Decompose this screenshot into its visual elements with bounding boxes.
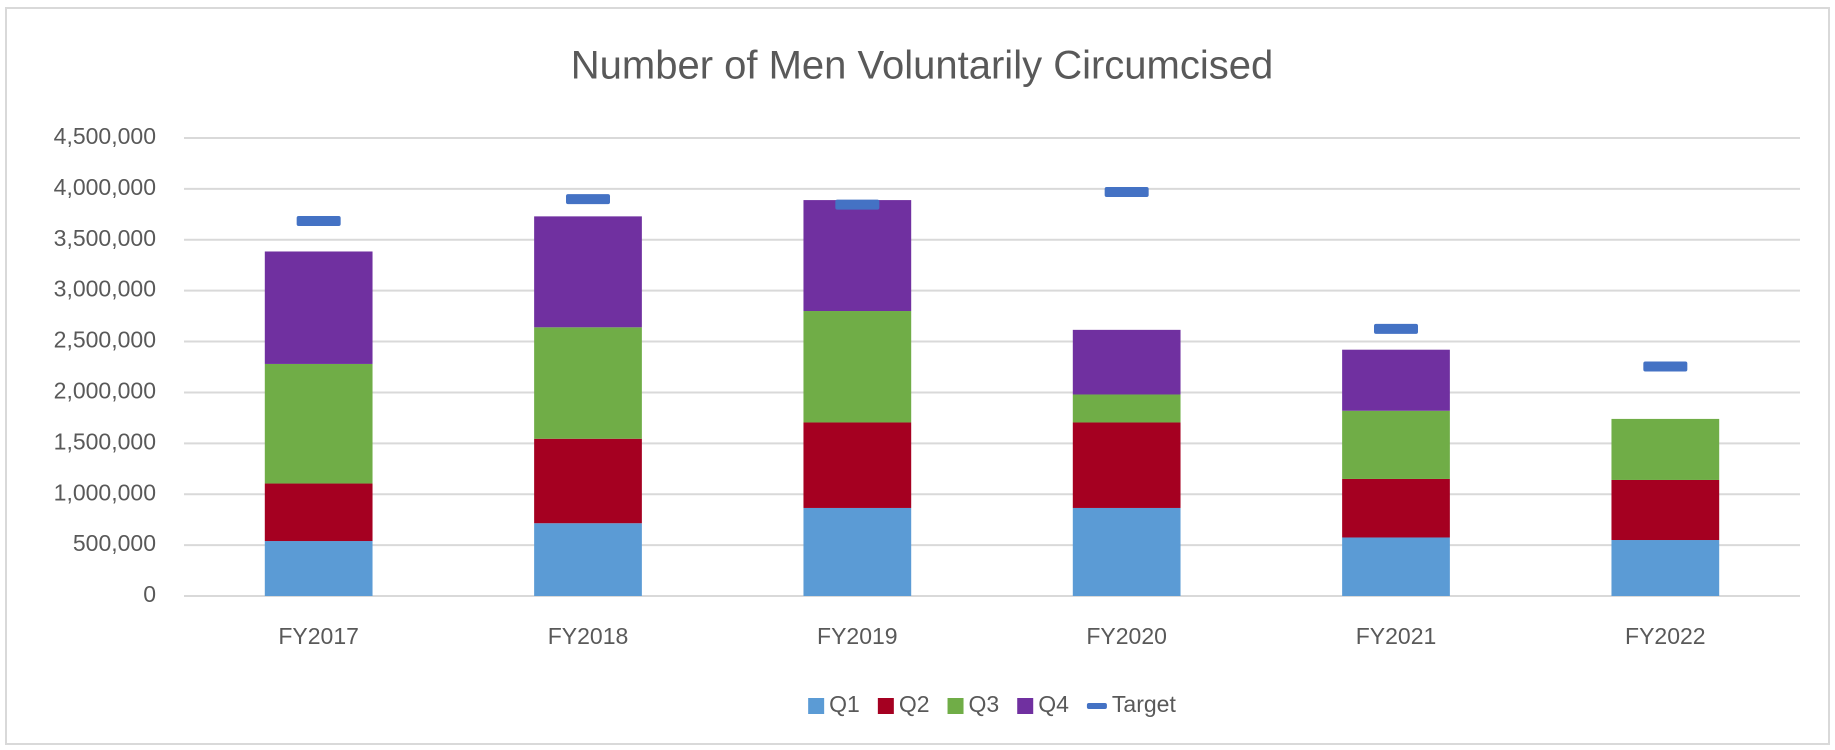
- bar-segment: [1611, 479, 1720, 541]
- bar-segment: [264, 483, 373, 542]
- x-tick-label: FY2017: [278, 623, 359, 649]
- x-tick-label: FY2020: [1086, 623, 1167, 649]
- bar-segment: [534, 438, 642, 524]
- chart-title: Number of Men Voluntarily Circumcised: [571, 44, 1273, 88]
- bar-segment: [1072, 422, 1181, 508]
- y-tick-label: 2,500,000: [54, 327, 156, 353]
- y-tick-label: 1,000,000: [54, 479, 156, 505]
- legend-item: Q4: [1017, 691, 1069, 717]
- bar-segment: [803, 311, 912, 423]
- y-tick-label: 4,500,000: [54, 123, 156, 149]
- bar-segment: [534, 523, 642, 596]
- target-marker: [1643, 361, 1688, 372]
- bar-segment: [803, 422, 912, 508]
- target-marker: [296, 215, 341, 226]
- x-tick-label: FY2018: [548, 623, 629, 649]
- bar-segment: [534, 327, 642, 439]
- y-tick-label: 4,000,000: [54, 174, 156, 200]
- target-marker: [1374, 323, 1418, 334]
- y-tick-label: 500,000: [73, 530, 156, 556]
- legend-item: Target: [1086, 691, 1177, 717]
- legend-swatch: [877, 698, 894, 714]
- legend-item: Q3: [947, 691, 1000, 717]
- bar-segment: [803, 200, 912, 312]
- y-tick-label: 1,500,000: [54, 428, 156, 454]
- y-tick-label: 3,500,000: [54, 225, 156, 251]
- target-marker: [1104, 186, 1149, 197]
- bar-segment: [1342, 537, 1450, 596]
- legend-swatch: [808, 698, 825, 714]
- bar-segment: [264, 363, 373, 484]
- legend-label: Q2: [899, 691, 930, 717]
- y-tick-label: 0: [143, 581, 156, 607]
- legend-label: Q1: [829, 691, 860, 717]
- bar-segment: [1611, 418, 1720, 480]
- x-tick-label: FY2021: [1356, 623, 1437, 649]
- x-tick-label: FY2022: [1625, 623, 1706, 649]
- legend-label: Q4: [1038, 691, 1069, 717]
- bar-segment: [1342, 478, 1450, 538]
- bar-segment: [1072, 329, 1181, 395]
- x-tick-label: FY2019: [817, 623, 898, 649]
- bar-segment: [1072, 507, 1181, 596]
- bar-segment: [1342, 410, 1450, 479]
- y-tick-label: 3,000,000: [54, 276, 156, 302]
- legend-item: Q2: [877, 691, 930, 717]
- legend-swatch: [1086, 703, 1107, 709]
- y-tick-label: 2,000,000: [54, 378, 156, 404]
- target-marker: [566, 194, 610, 205]
- legend-label: Q3: [969, 691, 1000, 717]
- bar-segment: [1342, 349, 1450, 411]
- legend-swatch: [1017, 698, 1034, 714]
- bar-segment: [1072, 394, 1181, 423]
- bar-segment: [264, 541, 373, 596]
- target-marker: [835, 199, 880, 210]
- bar-segment: [264, 251, 373, 364]
- legend-swatch: [947, 698, 964, 714]
- bar-segment: [1611, 540, 1720, 596]
- legend-label: Target: [1112, 691, 1177, 717]
- legend-item: Q1: [808, 691, 860, 717]
- bar-segment: [803, 507, 912, 596]
- bar-segment: [534, 216, 642, 328]
